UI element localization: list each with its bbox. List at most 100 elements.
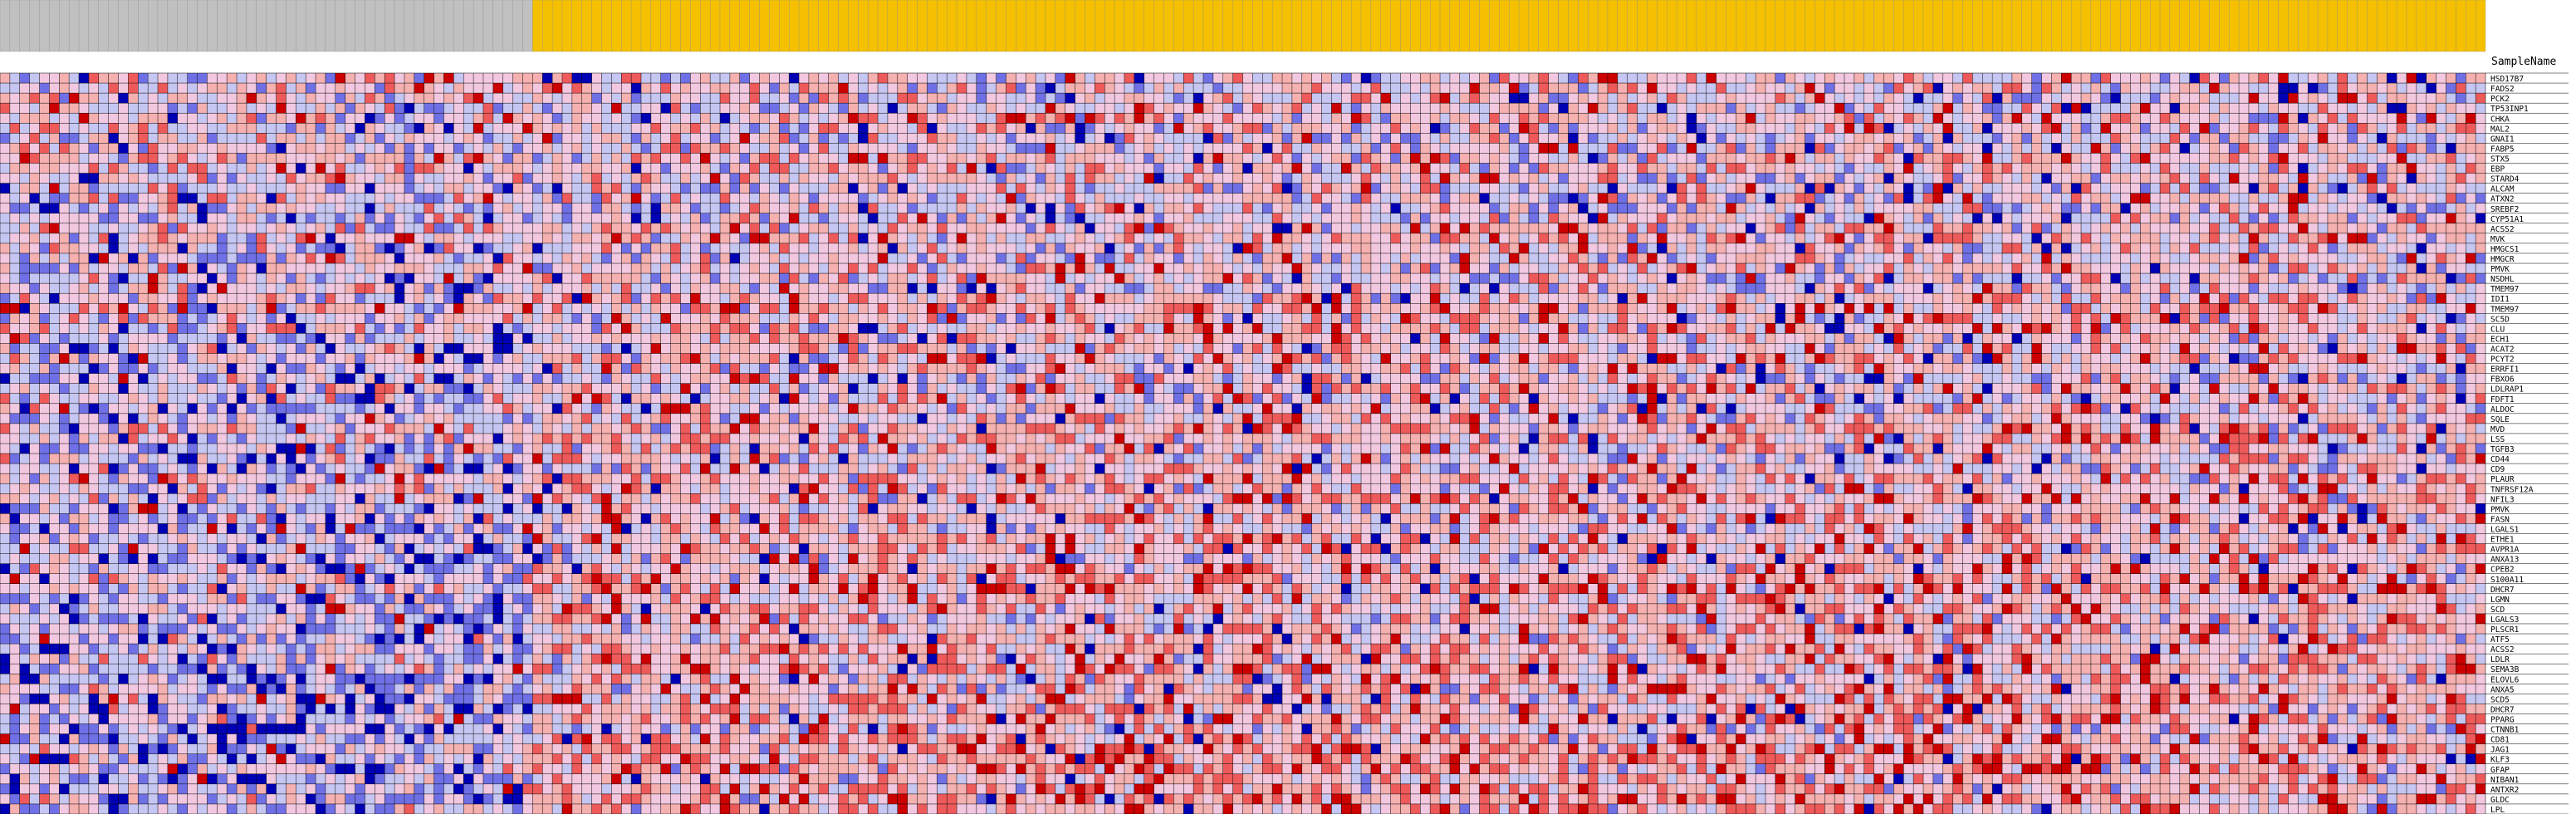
heatmap-cell (2051, 143, 2061, 153)
heatmap-cell (829, 153, 839, 163)
heatmap-cell (611, 194, 621, 204)
heatmap-cell (868, 143, 878, 153)
heatmap-cell (1341, 243, 1351, 253)
heatmap-cell (493, 243, 503, 253)
heatmap-cell (1292, 113, 1302, 123)
heatmap-cell (621, 143, 631, 153)
heatmap-cell (2367, 184, 2377, 194)
heatmap-cell (1154, 143, 1164, 153)
heatmap-cell (1104, 143, 1114, 153)
heatmap-cell (651, 213, 661, 223)
heatmap-cell (1065, 243, 1075, 253)
heatmap-cell (621, 113, 631, 123)
heatmap-cell (1707, 213, 1717, 223)
heatmap-cell (2121, 163, 2131, 173)
heatmap-cell (49, 184, 59, 194)
heatmap-cell (1401, 103, 1411, 113)
heatmap-cell (345, 133, 355, 143)
heatmap-cell (631, 103, 641, 113)
heatmap-cell (40, 153, 50, 163)
heatmap-cell (2328, 153, 2338, 163)
heatmap-cell (1933, 123, 1943, 133)
heatmap-cell (1628, 194, 1638, 204)
heatmap-cell (750, 93, 760, 103)
heatmap-cell (375, 153, 384, 163)
heatmap-cell (1568, 184, 1578, 194)
heatmap-cell (109, 73, 119, 83)
heatmap-cell (404, 163, 414, 173)
heatmap-cell (493, 113, 503, 123)
heatmap-cell (1628, 174, 1638, 184)
heatmap-cell (2259, 143, 2269, 153)
heatmap-cell (1913, 83, 1923, 93)
heatmap-cell (1943, 163, 1953, 173)
heatmap-cell (404, 213, 414, 223)
heatmap-cell (2071, 83, 2081, 93)
heatmap-cell (1677, 213, 1687, 223)
heatmap-cell (651, 153, 661, 163)
heatmap-cell (2288, 194, 2298, 204)
heatmap-cell (217, 113, 227, 123)
heatmap-cell (1568, 204, 1578, 213)
heatmap-cell (2407, 163, 2417, 173)
sample-header-cell (2101, 0, 2111, 51)
heatmap-cell (198, 73, 208, 83)
heatmap-cell (1361, 73, 1371, 83)
heatmap-cell (138, 233, 148, 243)
heatmap-cell (1341, 194, 1351, 204)
heatmap-cell (2239, 83, 2249, 93)
heatmap-cell (198, 194, 208, 204)
heatmap-cell (789, 243, 799, 253)
heatmap-cell (1884, 123, 1894, 133)
heatmap-cell (987, 153, 997, 163)
heatmap-cell (898, 153, 908, 163)
heatmap-cell (937, 143, 947, 153)
heatmap-cell (1628, 83, 1638, 93)
heatmap-cell (424, 204, 434, 213)
heatmap-cell (1638, 123, 1648, 133)
heatmap-cell (128, 194, 138, 204)
heatmap-cell (434, 133, 444, 143)
heatmap-cell (1736, 153, 1746, 163)
heatmap-cell (89, 143, 99, 153)
heatmap-cell (2140, 174, 2150, 184)
heatmap-cell (1026, 163, 1036, 173)
heatmap-cell (730, 204, 740, 213)
heatmap-cell (1243, 204, 1253, 213)
heatmap-cell (1203, 204, 1213, 213)
heatmap-cell (1401, 174, 1411, 184)
heatmap-cell (2397, 194, 2407, 204)
heatmap-cell (1223, 213, 1233, 223)
heatmap-cell (740, 143, 750, 153)
heatmap-cell (2407, 174, 2417, 184)
heatmap-cell (277, 93, 286, 103)
heatmap-cell (2022, 113, 2032, 123)
heatmap-cell (987, 103, 997, 113)
sample-header-cell (532, 0, 542, 51)
heatmap-cell (2071, 223, 2081, 233)
heatmap-cell (1460, 153, 1470, 163)
heatmap-cell (987, 184, 997, 194)
heatmap-cell (2219, 194, 2229, 204)
heatmap-cell (434, 233, 444, 243)
heatmap-cell (1824, 223, 1834, 233)
heatmap-cell (2219, 143, 2229, 153)
heatmap-cell (690, 123, 700, 133)
heatmap-cell (2358, 153, 2368, 163)
heatmap-cell (1578, 174, 1588, 184)
heatmap-cell (89, 204, 99, 213)
heatmap-cell (257, 233, 267, 243)
heatmap-cell (1765, 123, 1775, 133)
heatmap-cell (789, 213, 799, 223)
heatmap-cell (1046, 103, 1055, 113)
heatmap-cell (168, 123, 178, 133)
heatmap-cell (138, 194, 148, 204)
heatmap-cell (2239, 73, 2249, 83)
heatmap-cell (296, 153, 306, 163)
heatmap-cell (1480, 194, 1490, 204)
heatmap-cell (217, 133, 227, 143)
heatmap-cell (1834, 184, 1844, 194)
heatmap-cell (513, 174, 523, 184)
heatmap-cell (2328, 73, 2338, 83)
heatmap-cell (2259, 163, 2269, 173)
